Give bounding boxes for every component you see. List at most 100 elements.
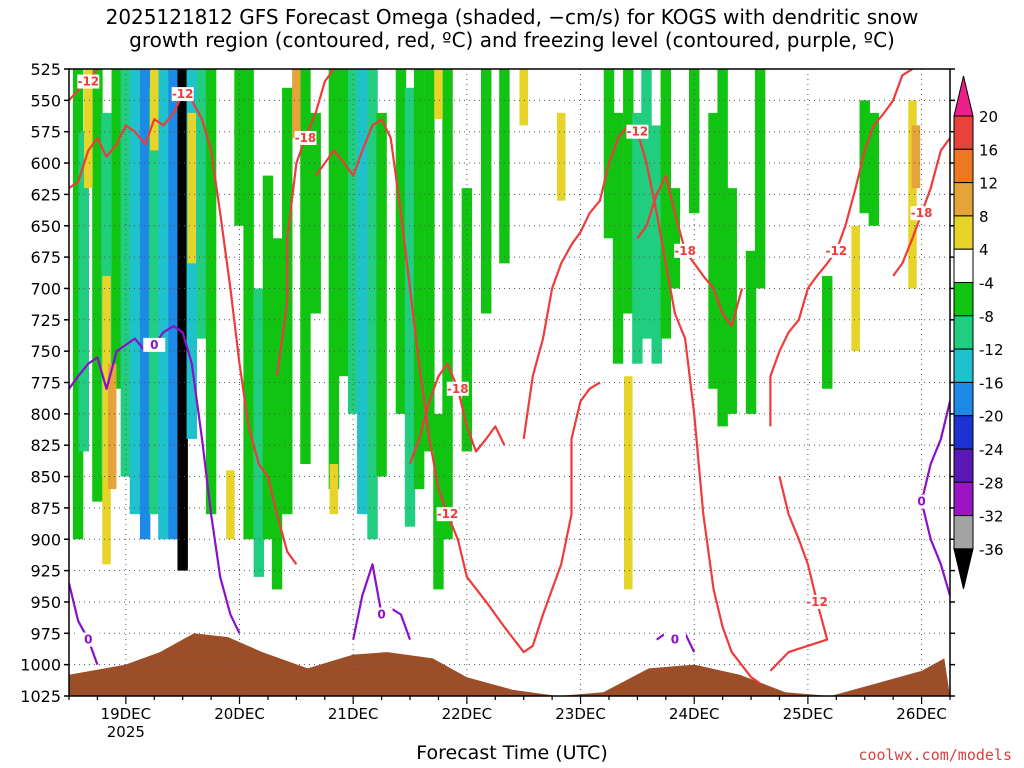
colorbar-segment	[953, 381, 974, 417]
omega-positive-column	[556, 112, 566, 201]
freezing-contour-label-bg	[910, 494, 933, 509]
omega-column	[754, 69, 766, 289]
omega-column	[822, 275, 833, 389]
omega-column	[413, 69, 425, 490]
omega-column	[168, 69, 179, 540]
omega-column	[868, 112, 880, 226]
dgz-contour-label-bg	[77, 74, 100, 89]
omega-column	[357, 69, 368, 515]
x-tick-label: 21DEC	[328, 705, 379, 723]
omega-column	[623, 69, 634, 314]
forecast-chart: -12 -12 -18 -12 -18 -12 -18 -12 -12 -18 0 0 0 0 0 525…	[20, 60, 1004, 741]
omega-column	[262, 175, 274, 540]
surface-terrain	[69, 633, 950, 696]
colorbar-label: 4	[979, 241, 989, 259]
omega-column	[72, 69, 84, 540]
y-tick-label: 575	[30, 123, 61, 142]
omega-column	[253, 288, 265, 577]
omega-column	[603, 69, 615, 239]
freezing-contour-line	[69, 582, 99, 665]
dgz-contour-label: -18	[447, 382, 469, 396]
y-tick-label: 875	[30, 499, 61, 518]
dgz-contour-label-bg	[294, 130, 317, 145]
dgz-contour-label-bg	[626, 124, 649, 139]
dgz-contour-label: -18	[911, 206, 933, 220]
x-tick-label: 22DEC	[442, 705, 493, 723]
colorbar-label: -36	[979, 541, 1004, 559]
y-tick-label: 950	[30, 593, 61, 612]
freezing-contour-label: 0	[84, 633, 92, 647]
y-tick-label: 750	[30, 342, 61, 361]
chart-title: 2025121812 GFS Forecast Omega (shaded, −…	[0, 6, 1024, 52]
y-axis-ticks: 525 550 575 600 625 650 675 700 725 750 775 800 825 8…	[20, 60, 955, 706]
dgz-contour-label: -12	[825, 244, 847, 258]
colorbar-label: 12	[979, 175, 998, 193]
colorbar-label: -16	[979, 374, 1004, 392]
y-tick-label: 850	[30, 468, 61, 487]
omega-positive-column	[292, 69, 301, 138]
colorbar-segment	[953, 115, 974, 150]
omega-positive-column	[851, 225, 860, 352]
dgz-contour-line	[275, 69, 335, 377]
colorbar-segment	[953, 348, 974, 383]
omega-column	[120, 69, 132, 477]
x-tick-label: 23DEC	[555, 705, 606, 723]
omega-positive-column	[102, 275, 111, 565]
colorbar-segment	[953, 481, 974, 517]
x-tick-label: 26DEC	[896, 705, 947, 723]
omega-column	[376, 112, 387, 477]
dgz-contour-label: -12	[806, 595, 828, 609]
colorbar-label: 20	[979, 108, 998, 126]
colorbar-label: -4	[979, 275, 994, 293]
colorbar-label: -12	[979, 341, 1004, 359]
omega-column	[651, 125, 662, 364]
dgz-contour-line	[769, 476, 829, 672]
x-tick-label: 24DEC	[669, 705, 720, 723]
freezing-contour-label: 0	[917, 495, 925, 509]
y-tick-label: 650	[30, 217, 61, 236]
freezing-contour-label-bg	[143, 337, 166, 352]
colorbar-label: 16	[979, 141, 998, 159]
x-tick-label: 20DEC	[214, 705, 265, 723]
omega-column	[442, 69, 453, 540]
omega-column	[708, 112, 719, 389]
colorbar-segment	[953, 215, 974, 250]
y-tick-label: 800	[30, 405, 61, 424]
omega-column	[300, 69, 311, 465]
omega-column	[78, 131, 89, 452]
omega-column	[499, 69, 510, 264]
colorbar-label: -8	[979, 308, 994, 326]
color-bar: 20 16 12 8 4 -4 -8 -12 -16 -20 -24 -28 -32 -36	[953, 75, 1004, 590]
y-tick-label: 1000	[20, 656, 61, 675]
omega-positive-column	[226, 470, 235, 540]
omega-column	[111, 69, 122, 389]
omega-positive-column	[187, 112, 197, 264]
credit-text: coolwx.com/models	[858, 746, 1012, 764]
omega-column	[196, 69, 208, 339]
y-tick-label: 600	[30, 154, 61, 173]
omega-column	[404, 87, 416, 527]
omega-positive-column	[84, 69, 93, 189]
x-tick-sublabel: 2025	[107, 723, 145, 741]
dgz-contours: -12 -12 -18 -12 -18 -12 -18 -12 -12 -18	[69, 69, 950, 685]
dgz-contour-label-bg	[436, 507, 459, 522]
dgz-contour-label-bg	[171, 87, 194, 102]
omega-column	[310, 112, 321, 314]
dgz-contour-line	[314, 118, 601, 654]
colorbar-segment	[953, 248, 974, 283]
omega-column	[139, 69, 151, 540]
colorbar-label: 8	[979, 208, 989, 226]
freezing-contour-label: 0	[377, 607, 385, 621]
chart-title-line-2: growth region (contoured, red, ºC) and f…	[129, 28, 895, 52]
freezing-contour-line	[352, 563, 412, 640]
omega-column	[612, 112, 624, 364]
omega-column	[726, 188, 737, 414]
omega-column	[424, 69, 435, 452]
omega-column	[480, 69, 492, 314]
omega-positive-column	[908, 100, 917, 289]
omega-column	[129, 69, 141, 515]
dgz-contour-label-bg	[805, 594, 828, 609]
omega-column	[205, 69, 217, 515]
omega-column	[689, 69, 700, 214]
